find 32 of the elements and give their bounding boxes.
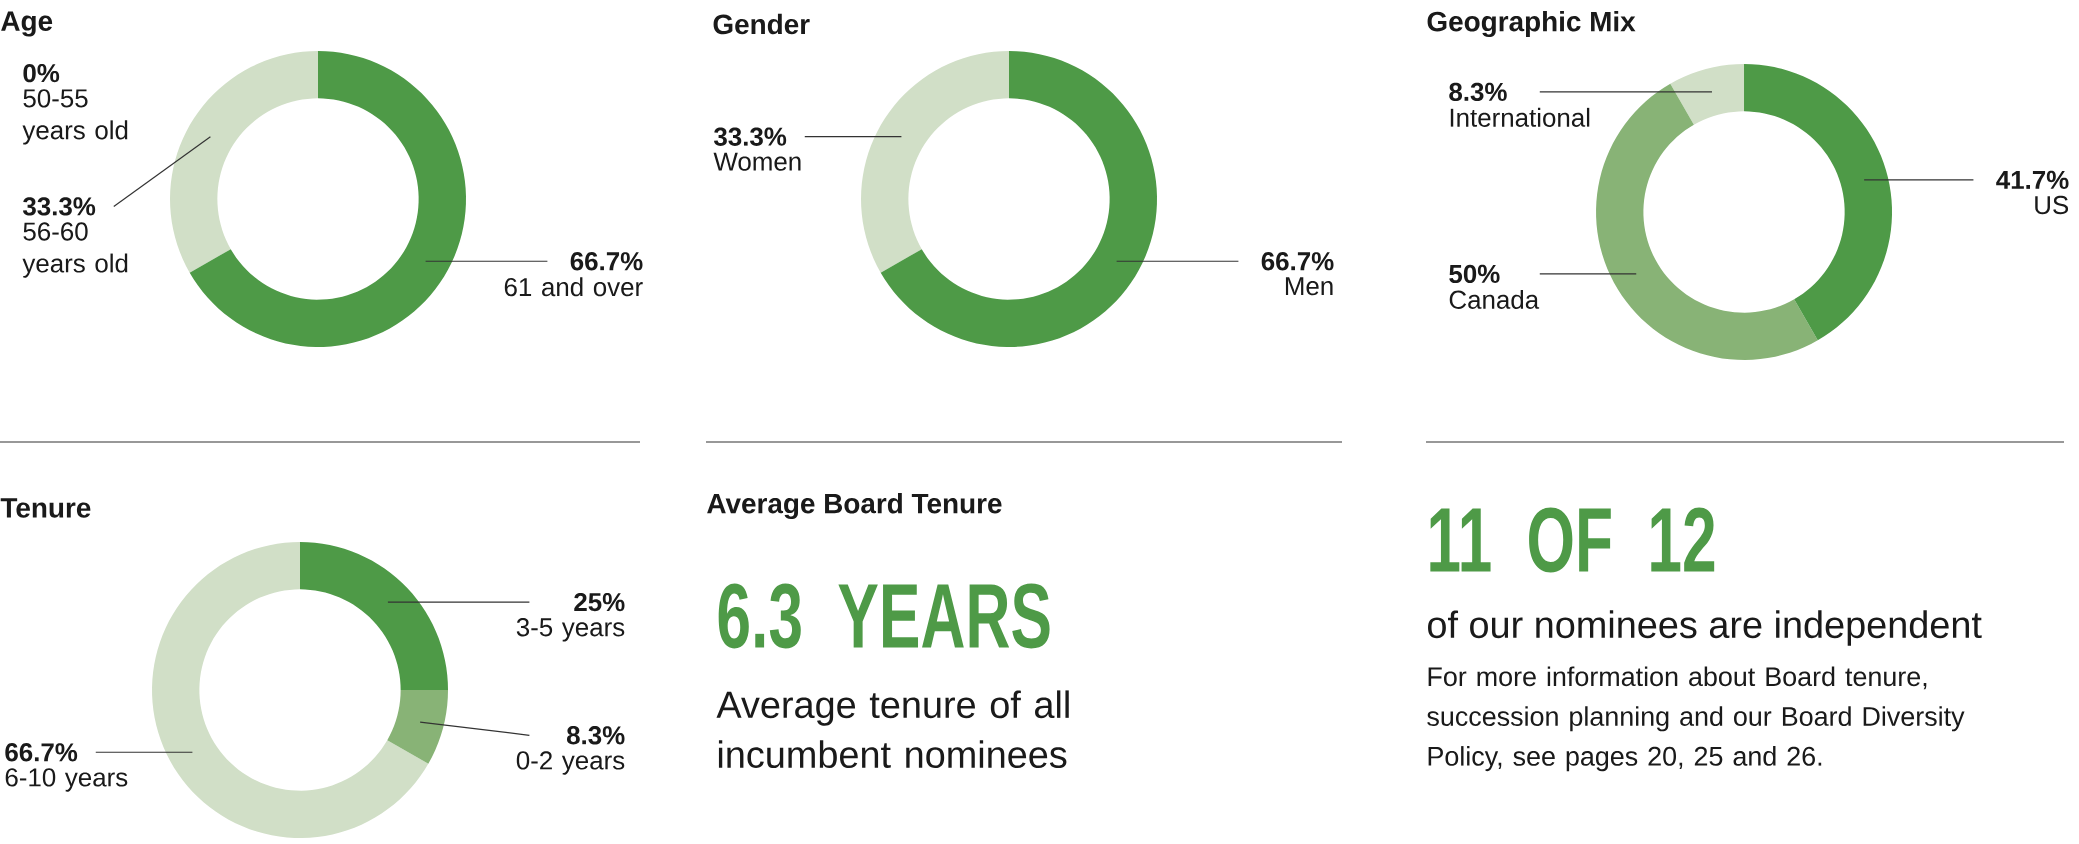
data-label: 66.7%	[570, 252, 643, 271]
slice-label: 3-5 years	[516, 618, 625, 642]
data-label: 41.7%	[1996, 170, 2069, 190]
data-label: 8.3%	[1449, 82, 1507, 102]
slice-label: Men	[1285, 277, 1333, 296]
text: Average Board Tenure	[707, 492, 1002, 520]
text: 6.3 YEARS	[718, 583, 1050, 649]
chart-title: Tenure	[0, 498, 91, 518]
text: of our nominees are independent	[1428, 610, 1982, 646]
slice-label: Canada	[1449, 289, 1540, 309]
slice-label: US	[2035, 195, 2069, 215]
data-label: 8.3%	[566, 726, 625, 745]
data-label: 33.3%	[22, 197, 96, 216]
text: Average tenure of all incumbent nominees	[716, 690, 1069, 769]
slice-label: Women	[713, 152, 801, 171]
slice-label: 56-60 years old	[22, 222, 128, 278]
text: 11 OF 12	[1430, 507, 1715, 573]
data-label: 33.3%	[714, 127, 787, 146]
data-label: 50%	[1449, 264, 1500, 284]
chart-title: Age	[1, 11, 53, 37]
data-label: 66.7%	[1261, 252, 1334, 271]
chart-title: Geographic Mix	[1427, 10, 1636, 38]
chart-title: Gender	[713, 13, 810, 35]
slice-label: 6-10 years	[5, 768, 128, 792]
data-label: 66.7%	[5, 743, 78, 762]
slice-label: 61 and over	[504, 277, 643, 297]
data-label: 25%	[574, 592, 625, 612]
slice-label: 0-2 years	[516, 751, 625, 775]
category-label: 50-55 years old	[22, 89, 128, 145]
text: For more information about Board tenure, succession planning and our Board Diversity Policy, see pages 20, 25 and 26.	[1427, 666, 1965, 772]
slice-label: International	[1450, 107, 1590, 127]
text: 0%	[23, 64, 60, 83]
